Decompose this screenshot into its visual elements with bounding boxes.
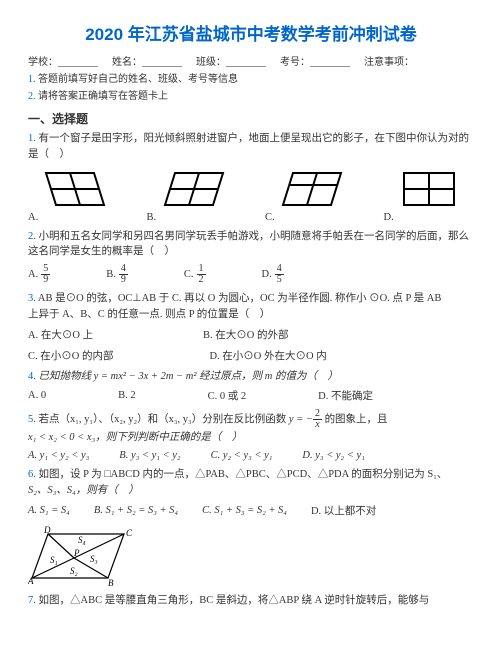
q3-optA: A. 在大⊙O 上 bbox=[28, 327, 93, 342]
q3-optB: B. 在大⊙O 的外部 bbox=[203, 327, 288, 342]
svg-text:S₂: S₂ bbox=[70, 566, 78, 576]
question-6: 6. 如图，设 P 为 □ABCD 内的一点，△PAB、△PBC、△PCD、△P… bbox=[28, 467, 474, 499]
q7-num: 7. bbox=[28, 595, 36, 606]
q5-formula: y = −2x bbox=[289, 414, 325, 425]
question-3: 3. AB 是⊙O 的弦，OC⊥AB 于 C. 再以 O 为圆心，OC 为半径作… bbox=[28, 291, 474, 323]
q3-optD: D. 在小⊙O 外在大⊙O 内 bbox=[209, 348, 326, 363]
q1-optB: B. bbox=[147, 212, 238, 223]
question-2: 2. 小明和五名女同学和另四名男同学玩丢手帕游戏，小明随意将手帕丢在一名同学的后… bbox=[28, 229, 474, 261]
q4-optB: B. 2 bbox=[118, 388, 136, 403]
q2-options: A. 59 B. 49 C. 12 D. 45 bbox=[28, 264, 474, 285]
question-4: 4. 已知抛物线 y = mx² − 3x + 2m − m² 经过原点，则 m… bbox=[28, 369, 474, 385]
q5-options: A. y₁ < y₂ < y₃ B. y₃ < y₁ < y₂ C. y₂ < … bbox=[28, 450, 474, 461]
q2-optC: C. 12 bbox=[184, 264, 206, 285]
q1-shape-d: D. bbox=[384, 169, 475, 223]
question-1: 1. 有一个窗子是田字形，阳光倾斜照射进窗户，地面上便呈现出它的影子，在下图中你… bbox=[28, 131, 474, 163]
meta-class: 班级：________ bbox=[196, 53, 266, 68]
instr1-text: 答题前填写好自己的姓名、班级、考号等信息 bbox=[38, 74, 238, 85]
title: 2020 年江苏省盐城市中考数学考前冲刺试卷 bbox=[28, 20, 474, 45]
q5-text1: 若点（x₁, y₁）、（x₂, y₂）和（x₃, y₃）分别在反比例函数 bbox=[39, 414, 287, 425]
q3-num: 3. bbox=[28, 293, 36, 304]
q1-shapes: A. B. C. bbox=[28, 169, 474, 223]
q3-text2: 上异于 A、B、C 的任意一点. 则点 P 的位置是（ ） bbox=[28, 309, 270, 320]
q5-text2: x₁ < x₂ < 0 < x₃，则下列判断中正确的是（ ） bbox=[28, 432, 242, 443]
instr1-num: 1. bbox=[28, 74, 36, 85]
q5-optB: B. y₃ < y₁ < y₂ bbox=[119, 450, 180, 461]
q2-num: 2. bbox=[28, 231, 36, 242]
q3-options-row1: A. 在大⊙O 上 B. 在大⊙O 的外部 bbox=[28, 327, 474, 342]
q6-diagram: D C A B P S₁ S₃ S₄ S₂ bbox=[28, 526, 138, 591]
q1-shape-a-svg bbox=[38, 169, 108, 209]
instr2-num: 2. bbox=[28, 91, 36, 102]
q6-text1: 如图，设 P 为 □ABCD 内的一点，△PAB、△PBC、△PCD、△PDA … bbox=[39, 469, 448, 480]
q1-shape-d-svg bbox=[394, 169, 464, 209]
q1-num: 1. bbox=[28, 133, 36, 144]
q4-text: 已知抛物线 y = mx² − 3x + 2m − m² 经过原点，则 m 的值… bbox=[39, 371, 338, 382]
meta-school: 学校：________ bbox=[28, 53, 98, 68]
q5-optC: C. y₂ < y₃ < y₁ bbox=[211, 450, 273, 461]
q5-text1b: 的图象上，且 bbox=[325, 414, 388, 425]
svg-text:C: C bbox=[126, 528, 133, 538]
svg-text:P: P bbox=[73, 548, 80, 558]
q2-optD: D. 45 bbox=[262, 264, 284, 285]
q1-shape-b: B. bbox=[147, 169, 238, 223]
q3-options-row2: C. 在小⊙O 的内部 D. 在小⊙O 外在大⊙O 内 bbox=[28, 348, 474, 363]
q2-optB: B. 49 bbox=[106, 264, 128, 285]
svg-text:S₄: S₄ bbox=[78, 535, 86, 545]
q6-optA: A. S₁ = S₄ bbox=[28, 503, 70, 518]
q1-shape-c: C. bbox=[265, 169, 356, 223]
q6-optB: B. S₁ + S₂ = S₃ + S₄ bbox=[94, 503, 178, 518]
q6-optC: C. S₁ + S₃ = S₂ + S₄ bbox=[202, 503, 287, 518]
q6-options: A. S₁ = S₄ B. S₁ + S₂ = S₃ + S₄ C. S₁ + … bbox=[28, 503, 474, 518]
q1-shape-a: A. bbox=[28, 169, 119, 223]
svg-text:S₃: S₃ bbox=[90, 554, 98, 564]
instr2-text: 请将答案正确填写在答题卡上 bbox=[38, 91, 168, 102]
meta-name: 姓名：________ bbox=[112, 53, 182, 68]
q6-num: 6. bbox=[28, 469, 36, 480]
q1-optA: A. bbox=[28, 212, 119, 223]
instruction-1: 1. 答题前填写好自己的姓名、班级、考号等信息 bbox=[28, 70, 474, 85]
q4-optA: A. 0 bbox=[28, 388, 46, 403]
section-1-heading: 一、选择题 bbox=[28, 110, 474, 127]
svg-text:S₁: S₁ bbox=[50, 555, 58, 565]
q6-diagram-svg: D C A B P S₁ S₃ S₄ S₂ bbox=[28, 526, 138, 588]
q1-shape-c-svg bbox=[275, 169, 345, 209]
svg-text:D: D bbox=[43, 526, 51, 535]
exam-page: 2020 年江苏省盐城市中考数学考前冲刺试卷 学校：________ 姓名：__… bbox=[0, 0, 502, 649]
meta-notice: 注意事项： bbox=[364, 53, 414, 68]
question-7: 7. 如图，△ABC 是等腰直角三角形，BC 是斜边，将△ABP 绕 A 逆时针… bbox=[28, 593, 474, 609]
q4-optD: D. 不能确定 bbox=[318, 388, 373, 403]
q1-shape-b-svg bbox=[157, 169, 227, 209]
q5-num: 5. bbox=[28, 414, 36, 425]
instruction-2: 2. 请将答案正确填写在答题卡上 bbox=[28, 87, 474, 102]
q1-optD: D. bbox=[384, 212, 475, 223]
q1-optC: C. bbox=[265, 212, 356, 223]
q4-options: A. 0 B. 2 C. 0 或 2 D. 不能确定 bbox=[28, 388, 474, 403]
q4-optC: C. 0 或 2 bbox=[208, 388, 247, 403]
q3-optC: C. 在小⊙O 的内部 bbox=[28, 348, 113, 363]
q6-text2: S₂、S₃、S₄，则有（ ） bbox=[28, 485, 139, 496]
svg-text:B: B bbox=[108, 578, 114, 588]
q5-optA: A. y₁ < y₂ < y₃ bbox=[28, 450, 89, 461]
question-5: 5. 若点（x₁, y₁）、（x₂, y₂）和（x₃, y₃）分别在反比例函数 … bbox=[28, 409, 474, 446]
q4-num: 4. bbox=[28, 371, 36, 382]
q5-optD: D. y₃ < y₂ < y₁ bbox=[302, 450, 364, 461]
q7-text: 如图，△ABC 是等腰直角三角形，BC 是斜边，将△ABP 绕 A 逆时针旋转后… bbox=[39, 595, 430, 606]
q1-text: 有一个窗子是田字形，阳光倾斜照射进窗户，地面上便呈现出它的影子，在下图中你认为对… bbox=[28, 133, 469, 160]
q6-optD: D. 以上都不对 bbox=[311, 503, 376, 518]
meta-number: 考号：________ bbox=[280, 53, 350, 68]
q2-optA: A. 59 bbox=[28, 264, 50, 285]
q3-text1: AB 是⊙O 的弦，OC⊥AB 于 C. 再以 O 为圆心，OC 为半径作圆. … bbox=[38, 293, 441, 304]
meta-row: 学校：________ 姓名：________ 班级：________ 考号：_… bbox=[28, 53, 474, 68]
svg-text:A: A bbox=[28, 576, 34, 586]
q2-text: 小明和五名女同学和另四名男同学玩丢手帕游戏，小明随意将手帕丢在一名同学的后面，那… bbox=[28, 231, 469, 258]
